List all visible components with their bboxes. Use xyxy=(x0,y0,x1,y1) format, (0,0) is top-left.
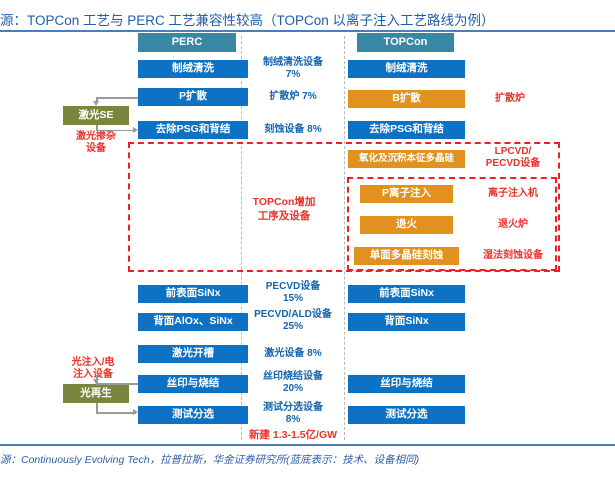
connector-line-lr-h2 xyxy=(96,412,136,414)
page-title: 源：TOPCon 工艺与 PERC 工艺兼容性较高（TOPCon 以离子注入工艺… xyxy=(0,13,495,28)
topcon-step-11: 测试分选 xyxy=(348,406,465,424)
topcon-equipment-4: 退火炉 xyxy=(498,219,528,231)
topcon-step-2: B扩散 xyxy=(348,90,465,108)
connector-arrow-lr-right xyxy=(133,409,138,415)
laser-se-caption: 激光掺杂 设备 xyxy=(76,130,116,155)
topcon-added-outer-boundary xyxy=(128,142,560,272)
ion-implant-group-boundary xyxy=(347,177,557,271)
connector-arrow-se-right xyxy=(133,126,138,133)
light-regen-caption: 光注入/电 注入设备 xyxy=(71,356,115,381)
connector-line-se-v1 xyxy=(96,97,98,103)
topcon-step-8: 前表面SiNx xyxy=(348,285,465,303)
topcon-equipment-3: 离子注入机 xyxy=(488,188,538,200)
perc-equipment-2: 扩散炉 7% xyxy=(269,91,317,103)
topcon-step-5: P离子注入 xyxy=(360,185,453,203)
perc-equipment-8: 测试分选设备 8% xyxy=(263,402,323,425)
topcon-equipment-2: LPCVD/ PECVD设备 xyxy=(485,146,541,169)
connector-arrow-lr-down xyxy=(93,379,99,384)
perc-equipment-1: 制绒清洗设备 7% xyxy=(263,57,323,80)
perc-step-6: 激光开槽 xyxy=(138,345,248,363)
perc-total-investment: 新建 1.3-1.5亿/GW xyxy=(248,428,338,441)
laser-se-box: 激光SE xyxy=(63,106,129,125)
source-footer: 源：Continuously Evolving Tech，拉普拉斯，华金证券研究… xyxy=(0,454,420,466)
light-regen-box: 光再生 xyxy=(63,384,129,403)
perc-step-1: 制绒清洗 xyxy=(138,60,248,78)
topcon-added-callout: TOPCon增加 工序及设备 xyxy=(252,196,316,222)
header-topcon: TOPCon xyxy=(357,33,454,52)
perc-step-3: 去除PSG和背结 xyxy=(138,121,248,139)
topcon-equipment-5: 湿法刻蚀设备 xyxy=(483,250,543,262)
title-divider xyxy=(0,30,615,32)
perc-step-7: 丝印与烧结 xyxy=(138,375,248,393)
perc-equipment-5: PECVD/ALD设备 25% xyxy=(254,309,332,332)
connector-line-se-v2 xyxy=(96,125,98,131)
perc-equipment-7: 丝印烧结设备 20% xyxy=(263,371,323,394)
perc-equipment-6: 激光设备 8% xyxy=(264,348,322,360)
connector-line-lr-h1 xyxy=(96,383,138,385)
topcon-step-1: 制绒清洗 xyxy=(348,60,465,78)
perc-step-8: 测试分选 xyxy=(138,406,248,424)
column-divider-right xyxy=(344,36,345,440)
topcon-step-7: 单面多晶硅刻蚀 xyxy=(354,247,459,265)
column-divider-left xyxy=(241,36,242,440)
perc-step-4: 前表面SiNx xyxy=(138,285,248,303)
perc-equipment-3: 刻蚀设备 8% xyxy=(264,124,322,136)
topcon-step-9: 背面SiNx xyxy=(348,313,465,331)
perc-step-5: 背面AlOx、SiNx xyxy=(138,313,248,331)
connector-arrow-se-down xyxy=(93,101,99,106)
topcon-step-10: 丝印与烧结 xyxy=(348,375,465,393)
connector-line-se-h1 xyxy=(96,97,138,99)
topcon-step-6: 退火 xyxy=(360,216,453,234)
footer-divider xyxy=(0,444,615,446)
connector-line-lr-v2 xyxy=(96,403,98,413)
topcon-step-3: 去除PSG和背结 xyxy=(348,121,465,139)
perc-equipment-4: PECVD设备 15% xyxy=(265,281,321,304)
header-perc: PERC xyxy=(138,33,236,52)
topcon-step-4: 氧化及沉积本征多晶硅 xyxy=(348,150,465,168)
topcon-equipment-1: 扩散炉 xyxy=(495,93,525,105)
perc-step-2: P扩散 xyxy=(138,88,248,106)
connector-line-se-h2 xyxy=(96,129,136,131)
